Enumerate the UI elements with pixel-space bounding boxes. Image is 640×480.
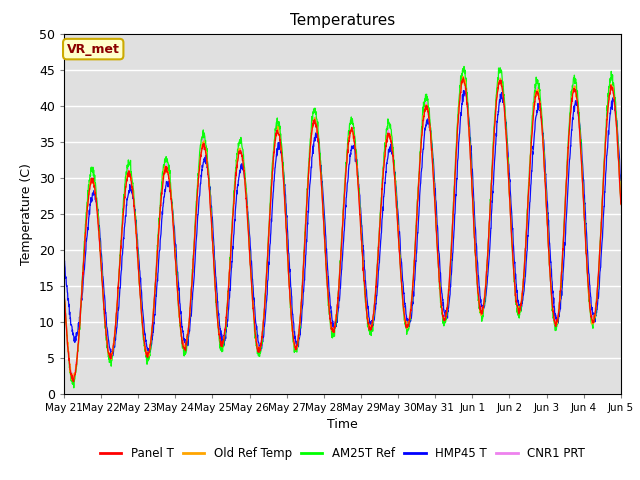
Legend: Panel T, Old Ref Temp, AM25T Ref, HMP45 T, CNR1 PRT: Panel T, Old Ref Temp, AM25T Ref, HMP45 … [95,443,589,465]
Text: VR_met: VR_met [67,43,120,56]
Title: Temperatures: Temperatures [290,13,395,28]
X-axis label: Time: Time [327,418,358,431]
Y-axis label: Temperature (C): Temperature (C) [20,163,33,264]
